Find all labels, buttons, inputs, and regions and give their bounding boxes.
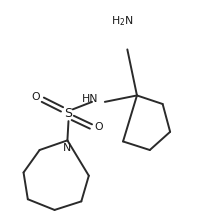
Text: S: S xyxy=(64,107,72,120)
Text: N: N xyxy=(63,142,71,153)
Text: HN: HN xyxy=(82,94,98,104)
Text: O: O xyxy=(32,91,40,101)
Text: $\mathregular{H_2N}$: $\mathregular{H_2N}$ xyxy=(111,14,133,28)
Text: O: O xyxy=(94,122,103,132)
